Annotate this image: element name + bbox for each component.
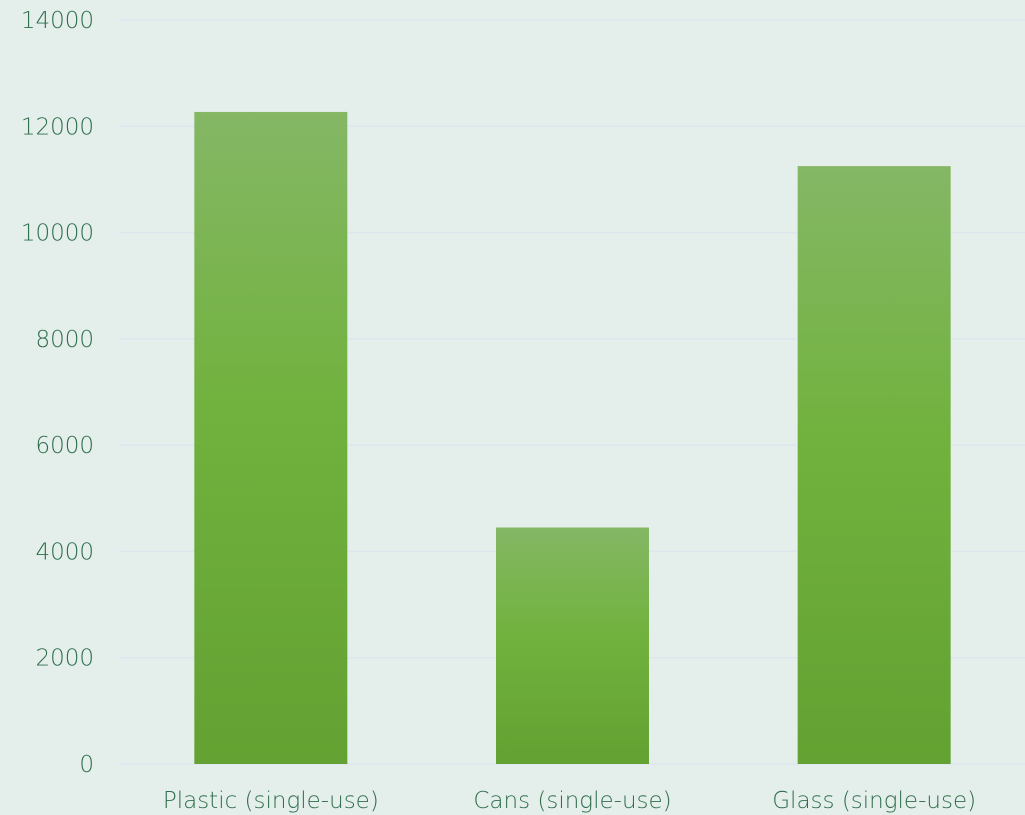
y-tick-label: 6000 [35,433,94,459]
bars [194,111,951,765]
bar-glass-single-use [797,166,951,765]
y-axis-tick-labels: 0 2000 4000 6000 8000 10000 12000 14000 [21,8,94,778]
y-tick-label: 14000 [21,8,94,34]
y-tick-label: 0 [79,752,94,778]
bar-plastic-single-use [194,111,348,765]
x-category-label: Cans (single-use) [473,788,671,814]
y-tick-label: 4000 [35,539,94,565]
x-category-label: Glass (single-use) [772,788,976,814]
x-category-label: Plastic (single-use) [163,788,379,814]
y-tick-label: 10000 [21,221,94,247]
y-tick-label: 8000 [35,327,94,353]
y-tick-label: 2000 [35,646,94,672]
bar-cans-single-use [496,527,649,764]
y-tick-label: 12000 [21,114,94,140]
x-axis-category-labels: Plastic (single-use) Cans (single-use) Gla… [163,788,976,814]
